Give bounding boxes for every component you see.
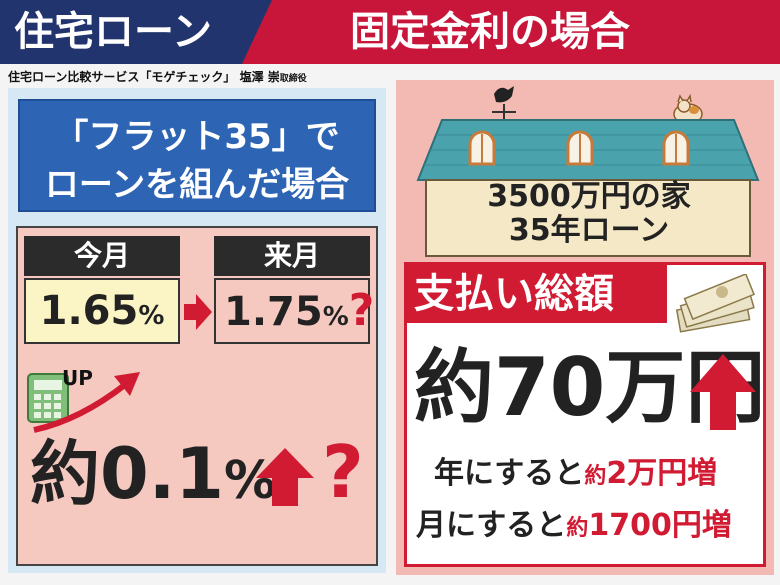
header-left-band <box>0 0 272 64</box>
header-right-band <box>272 0 780 64</box>
next-month-percent: % <box>322 302 349 332</box>
increase-question: ? <box>322 430 364 514</box>
monthly-approx: 約 <box>566 516 589 541</box>
this-month-percent: % <box>138 301 165 331</box>
flat35-box: 「フラット35」で ローンを組んだ場合 <box>18 99 376 212</box>
up-trend-arrow-icon <box>33 372 140 433</box>
up-label: UP <box>62 366 93 390</box>
monthly-value: 1700円増 <box>588 508 732 543</box>
monthly-note: 月にすると約1700円増 <box>416 506 732 549</box>
next-month-label: 来月 <box>214 236 370 276</box>
flat35-line1: 「フラット35」で <box>54 117 340 157</box>
right-arrow-icon <box>184 294 212 330</box>
house-label: 3500万円の家 35年ローン <box>426 180 752 248</box>
yearly-prefix: 年にすると <box>434 456 585 491</box>
next-month-question: ? <box>348 285 375 336</box>
amount-up-arrow-icon <box>690 354 756 430</box>
header-slant <box>242 0 272 64</box>
house-line2: 35年ローン <box>508 213 670 248</box>
header-left-title: 住宅ローン <box>14 9 212 55</box>
up-arrow-icon <box>256 448 314 506</box>
credit-main: 住宅ローン比較サービス「モゲチェック」 塩澤 崇 <box>8 70 280 84</box>
house-line1: 3500万円の家 <box>487 179 691 214</box>
calculator-icon <box>27 373 69 423</box>
total-payment-header <box>407 265 667 323</box>
credit-line: 住宅ローン比較サービス「モゲチェック」 塩澤 崇取締役 <box>8 68 307 85</box>
credit-role: 取締役 <box>279 74 307 84</box>
yearly-approx: 約 <box>584 464 607 489</box>
weathervane-icon <box>492 86 516 124</box>
header-right-title: 固定金利の場合 <box>350 9 630 55</box>
this-month-value: 1.65 <box>39 288 139 334</box>
yearly-value: 2万円増 <box>606 456 718 491</box>
this-month-rate: 1.65% <box>24 278 180 344</box>
house-illustration <box>416 86 760 257</box>
total-payment-label: 支払い総額 <box>414 271 614 317</box>
next-month-value: 1.75 <box>224 289 323 335</box>
next-month-rate: 1.75%? <box>214 278 374 344</box>
this-month-label: 今月 <box>24 236 180 276</box>
flat35-line2: ローンを組んだ場合 <box>44 165 350 205</box>
increase-amount: 約0.1% <box>30 434 276 521</box>
yearly-note: 年にすると約2万円増 <box>434 454 717 497</box>
monthly-prefix: 月にすると <box>416 508 567 543</box>
increase-value: 約0.1 <box>30 433 225 515</box>
money-icon <box>675 274 755 333</box>
increase-percent: % <box>224 451 277 511</box>
